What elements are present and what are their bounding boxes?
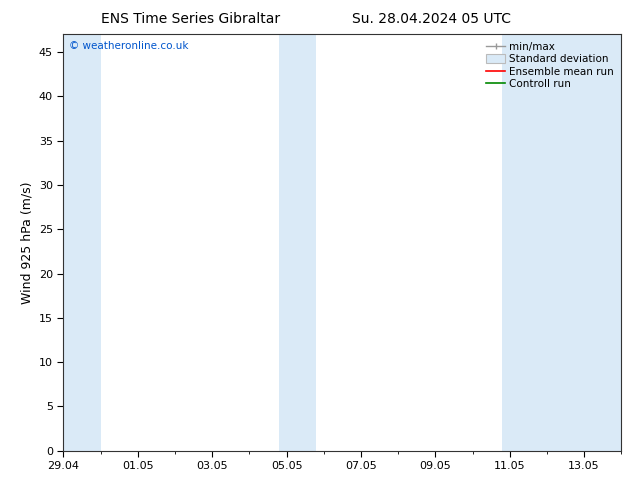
Bar (502, 34, 540, 451)
Bar (577, 34, 623, 451)
Text: © weatheronline.co.uk: © weatheronline.co.uk (69, 41, 188, 50)
Bar (540, 34, 577, 451)
Text: Su. 28.04.2024 05 UTC: Su. 28.04.2024 05 UTC (352, 12, 510, 26)
Legend: min/max, Standard deviation, Ensemble mean run, Controll run: min/max, Standard deviation, Ensemble me… (484, 40, 616, 92)
Bar (61, 34, 101, 451)
Text: ENS Time Series Gibraltar: ENS Time Series Gibraltar (101, 12, 280, 26)
Y-axis label: Wind 925 hPa (m/s): Wind 925 hPa (m/s) (20, 181, 34, 304)
Bar (279, 34, 316, 451)
